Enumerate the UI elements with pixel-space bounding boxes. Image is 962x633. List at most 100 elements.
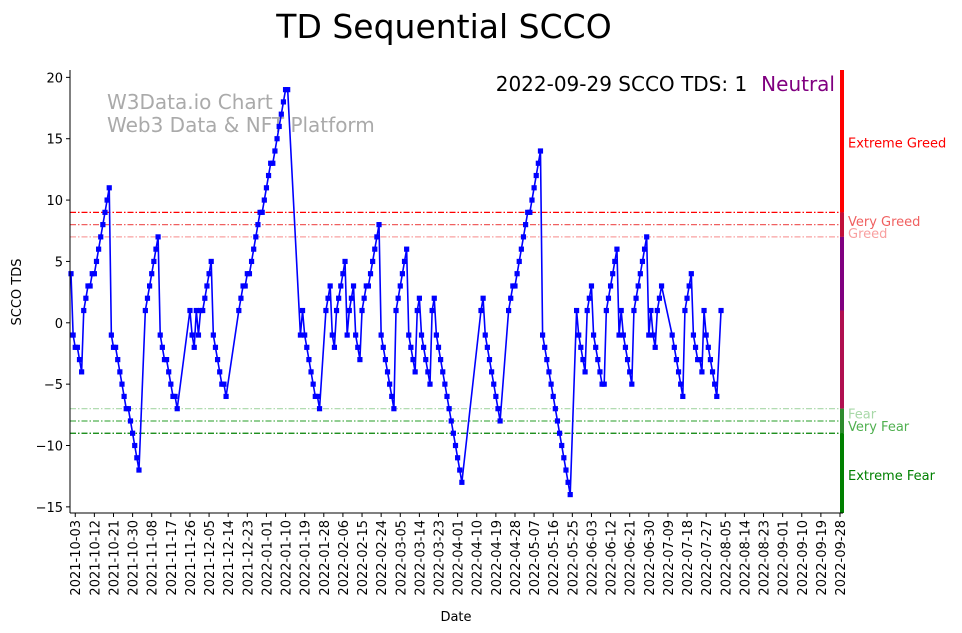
data-point — [595, 357, 601, 363]
data-point — [338, 283, 344, 289]
data-point — [280, 99, 287, 105]
x-tick-label: 2022-06-03 — [585, 520, 600, 596]
data-point — [442, 381, 448, 387]
data-point — [276, 123, 282, 130]
level-label-extreme-fear: Extreme Fear — [848, 469, 936, 484]
data-point — [616, 332, 622, 338]
data-point — [68, 271, 74, 277]
data-point — [136, 467, 142, 473]
data-point — [701, 307, 707, 314]
data-point — [480, 295, 486, 301]
level-label-very-fear: Very Fear — [848, 420, 910, 435]
data-point — [157, 332, 163, 338]
x-tick-label: 2022-06-12 — [605, 520, 620, 596]
data-point — [382, 357, 388, 363]
data-point — [508, 295, 514, 301]
x-tick-label: 2022-08-14 — [738, 520, 753, 596]
data-point — [686, 283, 692, 289]
data-point — [325, 295, 331, 301]
data-point — [697, 357, 703, 363]
sentiment-bar-segment-0 — [840, 70, 844, 213]
data-point — [376, 222, 382, 228]
data-point — [544, 357, 550, 363]
data-point — [174, 406, 180, 412]
y-tick-label: 5 — [55, 255, 63, 270]
data-point — [673, 357, 680, 363]
data-point — [246, 271, 253, 277]
data-point — [263, 185, 270, 191]
data-point — [367, 271, 374, 277]
data-point — [91, 271, 97, 277]
x-tick-label: 2022-07-27 — [700, 520, 715, 596]
x-tick-label: 2022-04-10 — [471, 520, 486, 596]
data-point — [108, 332, 114, 338]
data-point — [637, 271, 643, 277]
data-point — [306, 357, 312, 363]
data-point — [484, 344, 490, 350]
data-point — [622, 344, 629, 350]
data-point — [81, 307, 87, 314]
x-tick-label: 2021-10-03 — [69, 520, 84, 596]
data-point — [671, 344, 677, 350]
data-point — [346, 307, 352, 314]
sentiment-bar-segment-5 — [840, 433, 844, 513]
data-point — [142, 307, 148, 314]
data-point — [682, 307, 688, 314]
data-point — [610, 271, 616, 277]
data-point — [684, 295, 690, 301]
data-point — [709, 369, 716, 375]
data-point — [221, 381, 227, 387]
data-point — [412, 369, 418, 375]
data-point — [340, 271, 346, 277]
data-point — [629, 381, 635, 387]
data-point — [146, 283, 153, 289]
x-tick-label: 2022-04-28 — [509, 520, 524, 596]
watermark-line-2: Web3 Data & NFT Platform — [107, 113, 375, 137]
data-point — [217, 369, 223, 375]
data-point — [446, 406, 452, 412]
y-tick-label: 10 — [46, 194, 63, 209]
data-point — [166, 369, 172, 375]
data-point — [236, 307, 242, 314]
data-point — [618, 307, 624, 314]
data-point — [74, 344, 80, 350]
x-tick-label: 2021-11-17 — [165, 520, 180, 596]
data-point — [533, 172, 539, 179]
x-tick-label: 2022-06-30 — [643, 520, 658, 596]
data-point — [238, 295, 244, 301]
data-point — [79, 369, 85, 375]
data-point — [429, 307, 435, 314]
data-point — [397, 283, 403, 289]
data-point — [580, 357, 586, 363]
data-point — [641, 246, 648, 252]
data-point — [372, 246, 378, 252]
data-point — [559, 442, 565, 449]
data-point — [705, 344, 711, 350]
data-point — [302, 332, 308, 338]
x-tick-label: 2022-03-05 — [394, 520, 409, 596]
data-point — [627, 369, 633, 375]
data-point — [714, 393, 720, 400]
data-point — [408, 344, 414, 350]
x-tick-label: 2021-12-05 — [203, 520, 218, 596]
data-point — [410, 357, 416, 363]
data-point — [87, 283, 93, 289]
data-point — [119, 381, 125, 387]
data-point — [597, 369, 603, 375]
x-tick-label: 2022-02-15 — [356, 520, 371, 596]
data-point — [455, 455, 461, 461]
data-point — [113, 344, 119, 350]
data-point — [620, 332, 626, 338]
x-tick-label: 2021-10-12 — [88, 520, 103, 596]
data-point — [607, 283, 614, 289]
data-point — [459, 479, 465, 485]
data-point — [669, 332, 675, 338]
data-point — [274, 136, 280, 142]
y-tick-label: −10 — [36, 440, 63, 455]
data-point — [427, 381, 433, 387]
data-point — [255, 222, 261, 228]
data-point — [416, 295, 422, 301]
data-point — [654, 307, 660, 314]
x-tick-label: 2021-12-14 — [222, 520, 237, 596]
